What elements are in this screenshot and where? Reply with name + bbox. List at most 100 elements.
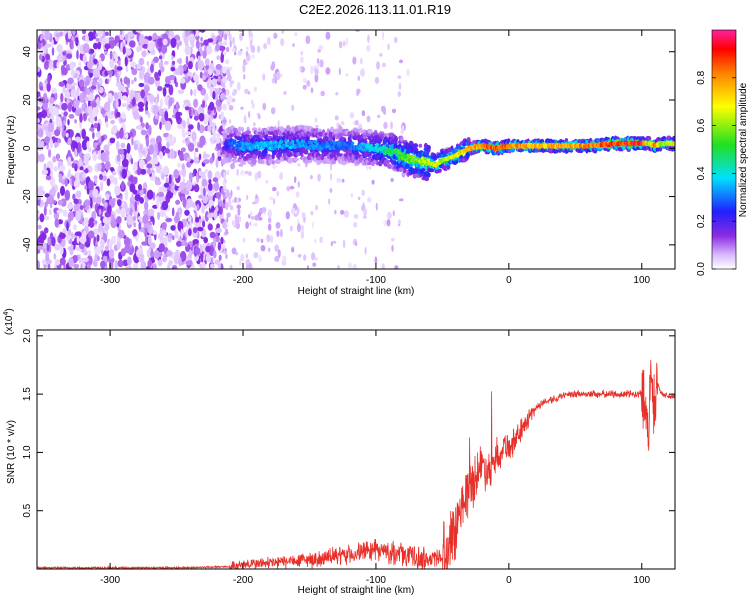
spectrogram-noise-cell (92, 131, 95, 139)
spectrogram-noise-cell (44, 201, 48, 208)
spectrogram-noise-cell (136, 46, 140, 53)
spectrogram-noise-cell (245, 46, 249, 51)
colorbar: 0.00.20.40.60.8 Normalized spectral ampl… (696, 29, 749, 276)
spectrogram-noise-cell (140, 129, 147, 136)
spectrogram-noise-cell (236, 186, 240, 191)
spectrogram-noise-cell (357, 196, 361, 200)
spectrogram-noise-cell (121, 168, 128, 179)
spectrogram-noise-cell (215, 192, 222, 199)
spectrogram-noise-cell (376, 61, 380, 70)
spectrogram-noise-cell (310, 65, 314, 75)
spectrogram-noise-cell (179, 150, 184, 161)
spectrogram-ridge-cell (254, 134, 261, 139)
spectrogram-noise-cell (59, 31, 63, 37)
spectrogram-noise-cell (138, 82, 145, 88)
spectrogram-noise-cell (76, 86, 80, 98)
spectrogram-noise-cell (50, 186, 56, 197)
spectrogram-noise-cell (225, 46, 230, 53)
spectrogram-ridge-core (369, 143, 373, 148)
spectrogram-noise-cell (280, 228, 283, 238)
spectrogram-noise-cell (71, 157, 74, 162)
spectrogram-noise-cell (158, 243, 165, 252)
spectrogram-ridge-cell (222, 133, 228, 138)
spectrogram-noise-cell (71, 175, 75, 187)
spectrogram-noise-cell (37, 260, 40, 269)
spectrogram-noise-cell (156, 93, 160, 103)
spectrogram-noise-cell (382, 108, 387, 115)
spectrogram-ridge-cell (240, 159, 246, 165)
spectrogram-noise-cell (200, 253, 204, 263)
spectrogram-noise-cell (189, 221, 193, 230)
spectrogram-noise-cell (98, 222, 104, 234)
spectrogram-noise-cell (98, 77, 103, 85)
spectrogram-noise-cell (201, 178, 208, 187)
spectrogram-ridge-cell (329, 153, 335, 159)
spectrogram-noise-cell (79, 79, 85, 88)
spectrogram-noise-cell (217, 30, 223, 36)
spectrogram-noise-cell (226, 212, 231, 218)
spectrogram-noise-cell (187, 60, 193, 70)
spectrogram-noise-cell (302, 77, 307, 84)
spectrogram-noise-cell (140, 168, 147, 175)
spectrogram-noise-cell (47, 263, 51, 269)
spectrogram-noise-cell (253, 252, 259, 259)
spectrogram-noise-cell (85, 34, 89, 43)
spectrogram-noise-cell (236, 81, 241, 91)
spectrogram-noise-cell (172, 266, 177, 269)
spectrogram-noise-cell (125, 265, 133, 269)
spectrogram-noise-cell (207, 73, 211, 80)
spectrogram-noise-cell (272, 198, 276, 205)
spectrogram-noise-cell (48, 103, 54, 115)
spectrogram-noise-cell (319, 236, 323, 244)
spectrogram-noise-cell (300, 230, 305, 239)
spectrogram-noise-cell (97, 83, 101, 91)
spectrogram-noise-cell (153, 263, 157, 269)
spectrogram-noise-cell (253, 122, 256, 127)
spectrogram-noise-cell (218, 45, 226, 51)
spectrogram-noise-cell (125, 66, 129, 73)
spectrogram-noise-cell (200, 36, 203, 42)
spectrogram-noise-cell (212, 238, 217, 249)
spectrogram-noise-cell (94, 253, 98, 263)
spectrogram-noise-cell (58, 81, 65, 87)
spectrogram-noise-cell (229, 39, 232, 48)
spectrogram-noise-cell (90, 197, 93, 209)
spectrogram-noise-cell (218, 200, 223, 207)
spectrogram-noise-cell (71, 68, 75, 78)
spectrogram-noise-cell (342, 40, 346, 47)
snr-multiplier: (x104) (3, 308, 15, 335)
spectrogram-noise-cell (216, 223, 221, 230)
spectrogram-noise-cell (297, 253, 302, 258)
spectrogram-noise-cell (95, 84, 98, 92)
spectrogram-noise-cell (68, 257, 74, 268)
spectrogram-noise-cell (91, 102, 97, 108)
spectrogram-noise-cell (224, 59, 230, 65)
spectrogram-noise-cell (235, 251, 239, 256)
spectrogram-noise-cell (374, 256, 378, 264)
spectrogram-noise-cell (260, 245, 266, 252)
spectrogram-noise-cell (152, 230, 157, 235)
spectrogram-noise-cell (225, 231, 229, 235)
spectrogram-noise-cell (249, 221, 252, 226)
spectrogram-noise-cell (201, 171, 206, 182)
spectrogram-ridge-cell (245, 130, 252, 135)
spectrogram-noise-cell (221, 119, 227, 123)
spectrogram-noise-cell (65, 132, 69, 138)
spectrogram-noise-cell (79, 205, 84, 210)
spectrogram-noise-cell (340, 121, 345, 126)
spectrogram-noise-cell (79, 243, 85, 250)
spectrogram-noise-cell (67, 30, 72, 40)
spectrogram-noise-cell (100, 260, 106, 269)
spectrogram-noise-cell (107, 256, 115, 264)
spectrogram-noise-cell (88, 217, 95, 229)
spectrogram-noise-cell (262, 102, 267, 111)
spectrogram-noise-cell (124, 189, 129, 201)
spectrogram-noise-cell (143, 210, 148, 215)
spectrogram-noise-cell (79, 113, 83, 123)
spectrogram-noise-cell (116, 72, 120, 83)
spectrogram-noise-cell (256, 45, 261, 53)
spectrogram-noise-cell (329, 188, 333, 193)
spectrogram-noise-cell (275, 222, 281, 229)
spectrogram-noise-cell (256, 237, 261, 243)
spectrogram-noise-cell (156, 115, 160, 120)
